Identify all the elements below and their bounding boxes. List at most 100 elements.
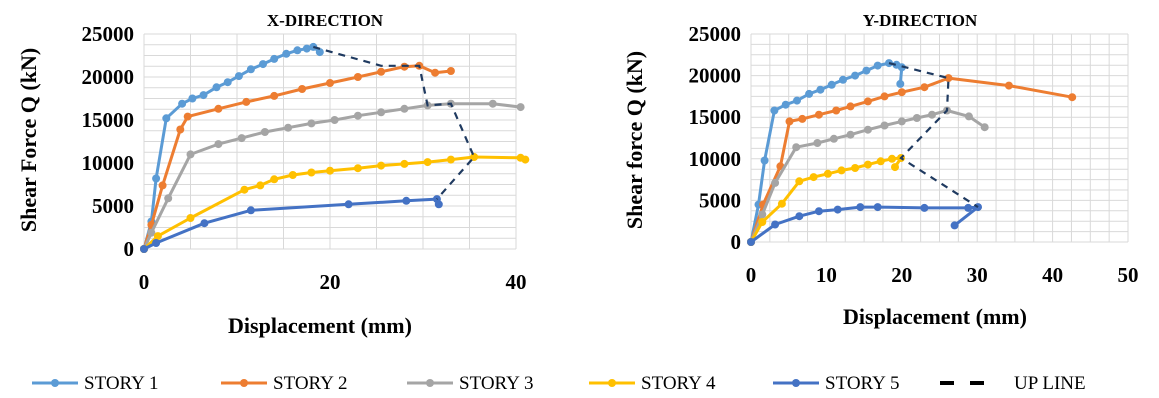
x-direction-story-3-point: [377, 108, 386, 117]
y-direction-story-3-point: [928, 110, 936, 119]
y-direction-story-1-point: [839, 75, 847, 84]
y-direction-story-5-point: [747, 238, 755, 246]
x-direction-story-2-point: [242, 97, 251, 106]
x-direction-story-3-point: [284, 123, 293, 132]
y-direction-story-3-point: [813, 139, 822, 147]
y-direction-series-story-5: [747, 203, 982, 246]
y-direction-story-4-point: [823, 169, 832, 178]
x-direction-y-tick-label: 15000: [82, 108, 135, 132]
x-direction-story-1-point: [223, 78, 232, 87]
y-direction-story-3-point: [758, 210, 767, 219]
y-direction-chart-title: Y-DIRECTION: [863, 11, 978, 30]
x-direction-story-3-point: [237, 134, 246, 143]
x-direction-story-4-point: [446, 155, 455, 164]
y-direction-story-3-point: [912, 114, 921, 122]
x-direction-y-tick-label: 25000: [82, 22, 135, 46]
x-direction-tick-labels: 0 5000 10000 15000 20000 25000 0 20 40: [82, 22, 527, 294]
y-direction-story-4-point: [888, 154, 896, 163]
x-direction-story-2-point: [377, 67, 386, 76]
x-direction-story-4-point: [240, 185, 249, 194]
x-direction-story-2-point: [446, 67, 455, 75]
x-direction-story-5-line: [143, 197, 441, 251]
x-direction-story-4-point: [353, 164, 362, 173]
x-direction-story-3-point: [516, 103, 525, 112]
x-direction-story-1-point: [234, 72, 243, 81]
legend-marker-story-4: [608, 379, 616, 387]
y-direction-story-3-point: [880, 121, 889, 130]
legend-item-story-2: STORY 2: [221, 373, 347, 394]
y-direction-story-3-point: [792, 143, 801, 152]
y-direction-story-4-point: [863, 160, 872, 169]
legend-label-story-5: STORY 5: [825, 373, 899, 394]
y-direction-gridlines: [750, 33, 1129, 243]
y-direction-story-4-point: [851, 164, 860, 172]
x-direction-story-2-point: [270, 91, 279, 100]
y-direction-story-5-point: [771, 220, 780, 229]
y-direction-story-4-point: [891, 163, 899, 172]
y-direction-story-1-point: [896, 79, 905, 88]
y-direction-story-2-point: [832, 106, 841, 115]
x-direction-story-3-point: [214, 140, 223, 149]
legend-label-story-4: STORY 4: [641, 373, 716, 394]
y-direction-x-tick-label: 30: [967, 263, 988, 287]
x-direction-series-story-4: [140, 153, 530, 253]
y-direction-story-4-point: [837, 166, 846, 175]
y-direction-story-2-point: [920, 83, 929, 92]
y-direction-story-1-point: [862, 66, 871, 75]
x-direction-up-line-line: [313, 45, 476, 200]
y-direction-story-1-point: [816, 85, 825, 94]
y-direction-story-2-point: [846, 102, 855, 111]
x-direction-story-3-point: [164, 194, 173, 203]
x-direction-story-3-point: [307, 119, 316, 128]
y-direction-story-2-point: [897, 88, 906, 97]
x-direction-story-3-point: [400, 104, 409, 113]
y-direction-y-tick-label: 5000: [699, 188, 741, 212]
x-direction-story-1-point: [302, 44, 311, 53]
legend-item-story-1: STORY 1: [32, 373, 158, 394]
y-direction-story-2-point: [798, 114, 807, 123]
legend-label-up-line: UP LINE: [1014, 373, 1086, 394]
x-direction-story-4-point: [307, 168, 316, 177]
y-direction-story-1-point: [805, 89, 814, 98]
y-direction-x-tick-label: 0: [746, 263, 757, 287]
x-direction-story-3-point: [488, 99, 497, 108]
y-direction-story-1-point: [781, 100, 790, 109]
x-direction-story-4-point: [186, 214, 195, 222]
y-direction-story-1-point: [793, 96, 801, 105]
x-direction-story-4-point: [256, 181, 265, 190]
y-direction-story-1-point: [760, 156, 769, 165]
y-direction-story-3-point: [980, 123, 989, 132]
x-direction-story-3-point: [330, 116, 339, 124]
x-direction-story-1-point: [315, 48, 324, 57]
legend-marker-story-5: [792, 379, 800, 387]
legend-marker-story-1: [51, 379, 59, 387]
x-direction-story-1-point: [293, 46, 302, 55]
y-direction-story-3-point: [846, 130, 855, 139]
x-direction-story-5-point: [434, 200, 443, 209]
x-direction-story-4-point: [400, 159, 409, 168]
y-direction-story-4-point: [876, 157, 885, 166]
x-direction-story-1-point: [246, 65, 255, 74]
x-direction-story-1-point: [270, 54, 279, 63]
x-direction-story-5-point: [402, 196, 411, 205]
x-direction-story-4-line: [142, 155, 526, 251]
y-direction-story-5-point: [856, 203, 865, 212]
y-direction-series-up-line: [888, 62, 979, 209]
x-direction-y-tick-label: 0: [124, 237, 135, 261]
x-direction-story-2-line: [142, 64, 452, 250]
legend-label-story-2: STORY 2: [273, 373, 347, 394]
x-direction-x-tick-label: 40: [506, 270, 527, 294]
legend-item-story-5: STORY 5: [773, 373, 899, 394]
y-direction-story-4-point: [758, 218, 767, 226]
x-direction-y-tick-label: 10000: [82, 151, 135, 175]
legend-item-story-3: STORY 3: [407, 373, 533, 394]
y-direction-story-5-point: [795, 212, 804, 221]
legend: STORY 1 STORY 2 STORY 3 STORY 4 STORY 5 UP LI…: [32, 373, 1086, 394]
x-direction-story-4-point: [288, 171, 297, 179]
x-direction-x-axis-title: Displacement (mm): [228, 313, 412, 338]
x-direction-story-5-point: [200, 219, 209, 228]
y-direction-story-2-point: [863, 97, 872, 106]
x-direction-story-4-point: [521, 155, 530, 164]
y-direction-story-5-point: [833, 205, 842, 214]
x-direction-chart: 0 5000 10000 15000 20000 25000 0 20 40 X-DIRECTI…: [16, 11, 530, 338]
